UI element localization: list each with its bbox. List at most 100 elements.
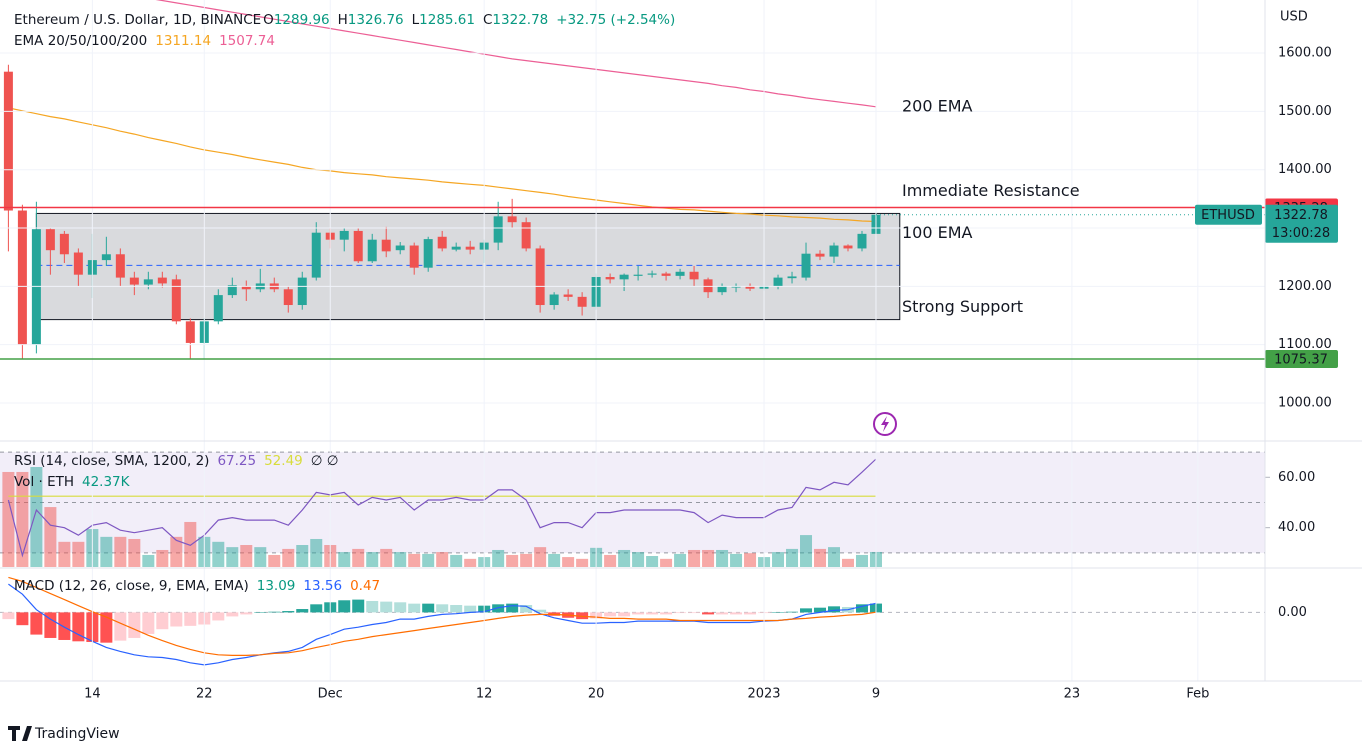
currency-label: USD (1280, 10, 1308, 25)
x-tick-label: 2023 (747, 687, 780, 702)
ema-legend-value: 1311.14 (155, 33, 211, 49)
macd-histogram-bar (16, 612, 29, 626)
candle-body (563, 294, 573, 297)
macd-hist-value: 13.09 (257, 578, 296, 594)
macd-histogram-bar (730, 612, 743, 615)
volume-legend-title: Vol · ETH (14, 474, 74, 490)
candle-body (143, 279, 153, 285)
rsi-tick-label: 60.00 (1278, 470, 1315, 485)
volume-bar (702, 549, 715, 567)
range-box (35, 212, 901, 321)
macd-histogram-bar (506, 603, 519, 613)
candle-body (3, 71, 13, 211)
macd-histogram-bar (800, 608, 813, 613)
volume-bar (688, 549, 701, 567)
candle-body (689, 271, 699, 280)
candle-body (703, 279, 713, 293)
x-tick-label: 22 (196, 687, 213, 702)
macd-histogram-bar (226, 612, 239, 617)
volume-bar (100, 536, 113, 567)
candle-body (857, 233, 867, 249)
rsi-legend: RSI (14, close, SMA, 1200, 2) 67.25 52.49 ∅… (14, 453, 339, 469)
candle-body (465, 246, 475, 250)
volume-bar (674, 553, 687, 567)
symbol-title: Ethereum / U.S. Dollar, 1D, BINANCE (14, 12, 261, 28)
low-value: 1285.61 (419, 12, 475, 28)
volume-bar (226, 547, 239, 567)
candle-body (31, 229, 41, 345)
macd-histogram-bar (464, 605, 477, 613)
ema-annotation: 100 EMA (902, 223, 973, 242)
volume-bar (660, 558, 673, 567)
volume-bar (2, 471, 15, 567)
x-tick-label: Dec (318, 687, 343, 702)
candle-body (101, 254, 111, 261)
x-tick-label: 23 (1064, 687, 1081, 702)
candle-body (731, 286, 741, 288)
macd-histogram-bar (660, 612, 673, 615)
price-tag-value: 1322.78 (1274, 208, 1328, 223)
alert-icon[interactable] (873, 412, 897, 436)
macd-histogram-bar (492, 604, 505, 613)
candle-body (185, 321, 195, 343)
ema-legend-value: 1507.74 (219, 33, 275, 49)
volume-bar (814, 548, 827, 567)
level-tag (1265, 350, 1338, 369)
candle-body (801, 253, 811, 278)
macd-histogram-bar (58, 612, 71, 640)
candle-body (451, 246, 461, 250)
rsi-nulls: ∅ ∅ (311, 453, 339, 469)
candle-body (115, 254, 125, 278)
volume-bar (576, 558, 589, 567)
alert-bolt[interactable] (881, 416, 889, 432)
macd-histogram-bar (576, 612, 589, 620)
volume-bar (394, 552, 407, 567)
candle-body (241, 286, 251, 290)
candle-body (549, 294, 559, 306)
volume-bar (282, 548, 295, 567)
symbol-tag-text: ETHUSD (1201, 208, 1255, 223)
volume-bar (772, 552, 785, 567)
candle-body (339, 230, 349, 240)
volume-bar (240, 545, 253, 567)
macd-histogram-bar (156, 612, 169, 630)
change-value: +32.75 (+2.54%) (556, 12, 675, 28)
volume-bar (352, 548, 365, 567)
y-tick-label: 1600.00 (1278, 46, 1332, 61)
candle-body (353, 230, 363, 262)
volume-bar (184, 521, 197, 567)
macd-line (8, 583, 877, 666)
volume-bar (492, 549, 505, 567)
macd-histogram-bar (142, 612, 155, 634)
volume-bar (520, 553, 533, 567)
candle-body (507, 216, 517, 223)
candle-body (815, 253, 825, 257)
rsi-legend-title: RSI (14, close, SMA, 1200, 2) (14, 453, 209, 469)
candle-body (773, 277, 783, 287)
volume-bar (548, 553, 561, 567)
rsi-line (7, 458, 877, 558)
x-tick-label: 20 (588, 687, 605, 702)
macd-histogram-bar (674, 612, 687, 614)
volume-bar (310, 538, 323, 567)
y-tick-label: 1100.00 (1278, 337, 1332, 352)
volume-bar (464, 558, 477, 567)
price-tag (1265, 204, 1338, 243)
x-tick-label: 9 (872, 687, 880, 702)
macd-histogram-bar (352, 599, 365, 613)
macd-histogram-bar (72, 612, 85, 642)
volume-bar (338, 552, 351, 567)
branding-logo (8, 726, 32, 741)
volume-bar (30, 467, 43, 567)
macd-histogram-bar (422, 603, 435, 613)
candle-body (129, 277, 139, 285)
ema-legend: EMA 20/50/100/200 1311.14 1507.74 (14, 33, 275, 49)
candle-body (45, 229, 55, 251)
candle-body (17, 210, 27, 345)
macd-histogram-bar (855, 604, 868, 613)
candle-body (521, 222, 531, 249)
candle-body (157, 277, 167, 284)
volume-bar (366, 552, 379, 567)
macd-histogram-bar (366, 600, 379, 613)
